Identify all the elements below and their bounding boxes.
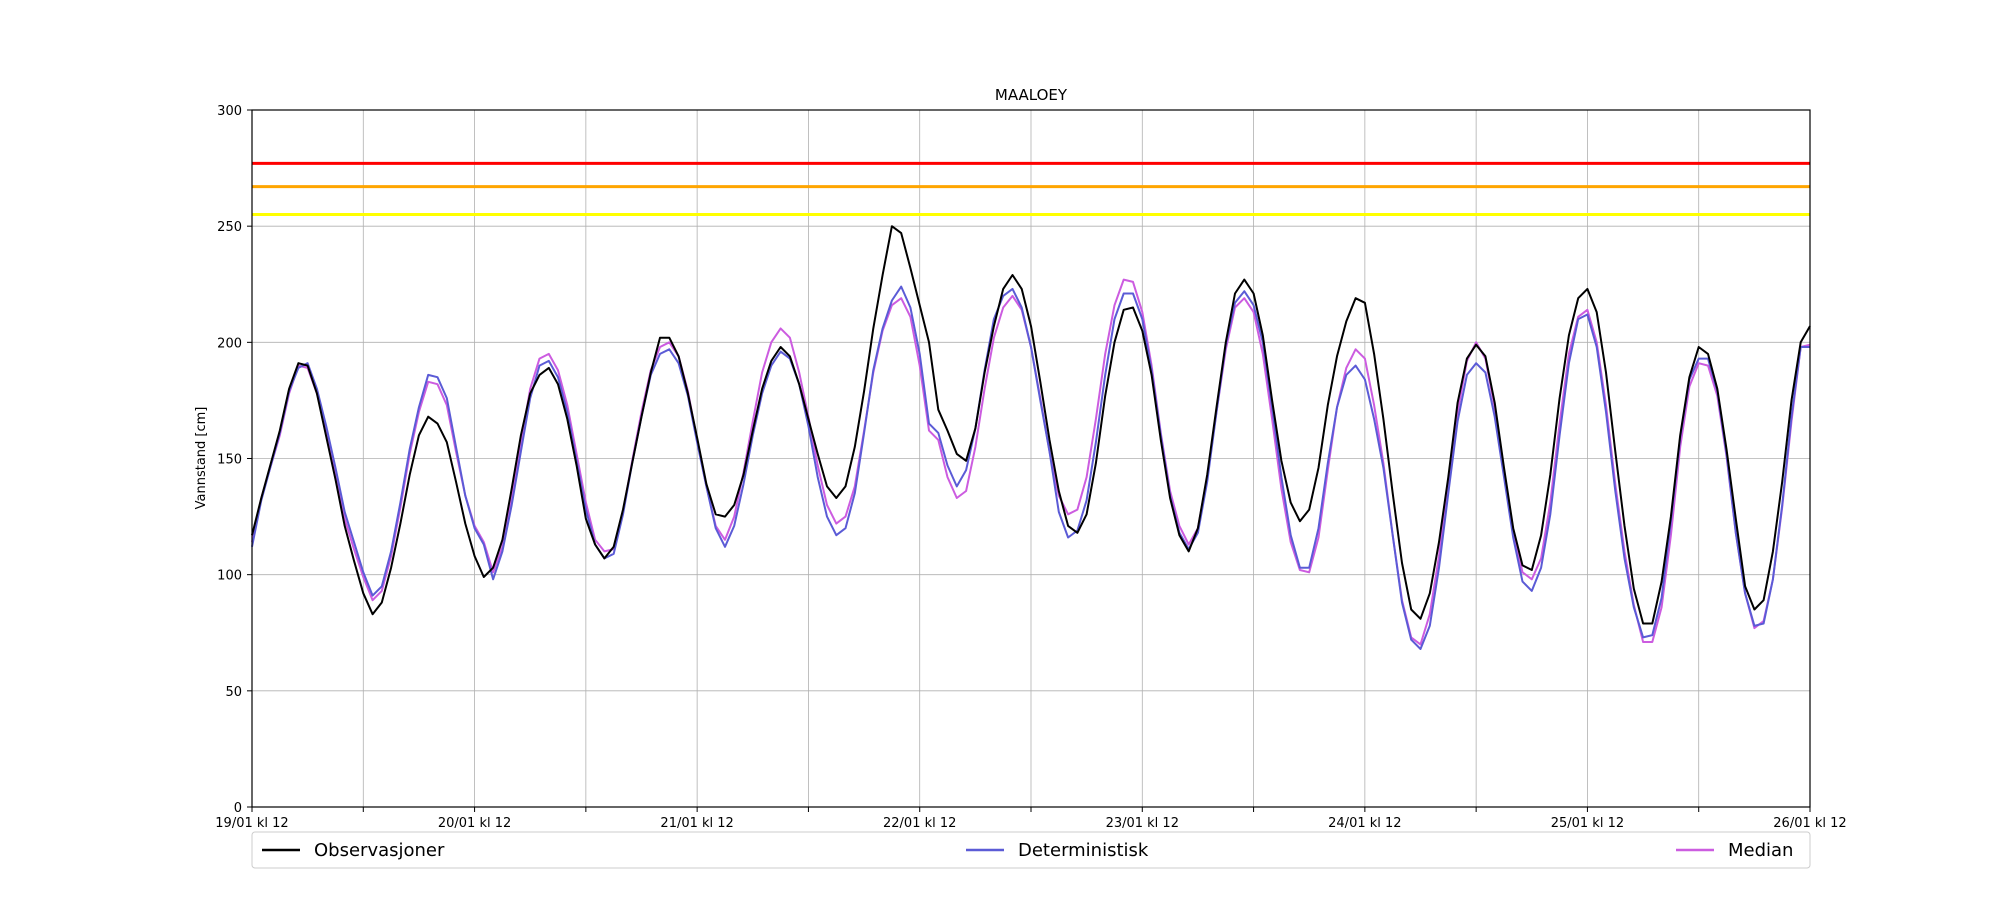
legend: Observasjoner Deterministisk Median bbox=[251, 831, 1811, 869]
y-tick-label: 0 bbox=[234, 801, 242, 816]
x-tick-label: 20/01 kl 12 bbox=[438, 816, 511, 831]
x-tick-label: 22/01 kl 12 bbox=[883, 816, 956, 831]
chart-title: MAALOEY bbox=[995, 86, 1068, 104]
legend-frame bbox=[251, 831, 1811, 869]
legend-label: Observasjoner bbox=[314, 840, 445, 861]
threshold-lines bbox=[252, 161, 1810, 217]
x-tick-label: 21/01 kl 12 bbox=[660, 816, 733, 831]
y-axis-ticks: 0 50 100 150 200 250 300 bbox=[217, 104, 252, 816]
y-tick-label: 50 bbox=[225, 685, 242, 700]
legend-label: Median bbox=[1728, 840, 1793, 861]
y-axis-label: Vannstand [cm] bbox=[194, 407, 209, 510]
x-tick-label: 26/01 kl 12 bbox=[1773, 816, 1846, 831]
x-tick-label: 19/01 kl 12 bbox=[215, 816, 288, 831]
legend-label: Deterministisk bbox=[1018, 840, 1149, 861]
y-tick-label: 250 bbox=[217, 220, 242, 235]
y-tick-label: 150 bbox=[217, 453, 242, 468]
y-tick-label: 300 bbox=[217, 104, 242, 119]
series-lines bbox=[251, 225, 1811, 650]
series-line-deterministisk bbox=[251, 285, 1810, 650]
x-axis-ticks: 19/01 kl 12 20/01 kl 12 21/01 kl 12 22/01 k… bbox=[215, 807, 1847, 831]
x-tick-label: 24/01 kl 12 bbox=[1328, 816, 1401, 831]
x-tick-label: 25/01 kl 12 bbox=[1551, 816, 1624, 831]
series-line-observasjoner bbox=[251, 225, 1811, 625]
x-tick-label: 23/01 kl 12 bbox=[1106, 816, 1179, 831]
y-tick-label: 100 bbox=[217, 569, 242, 584]
y-tick-label: 200 bbox=[217, 336, 242, 351]
